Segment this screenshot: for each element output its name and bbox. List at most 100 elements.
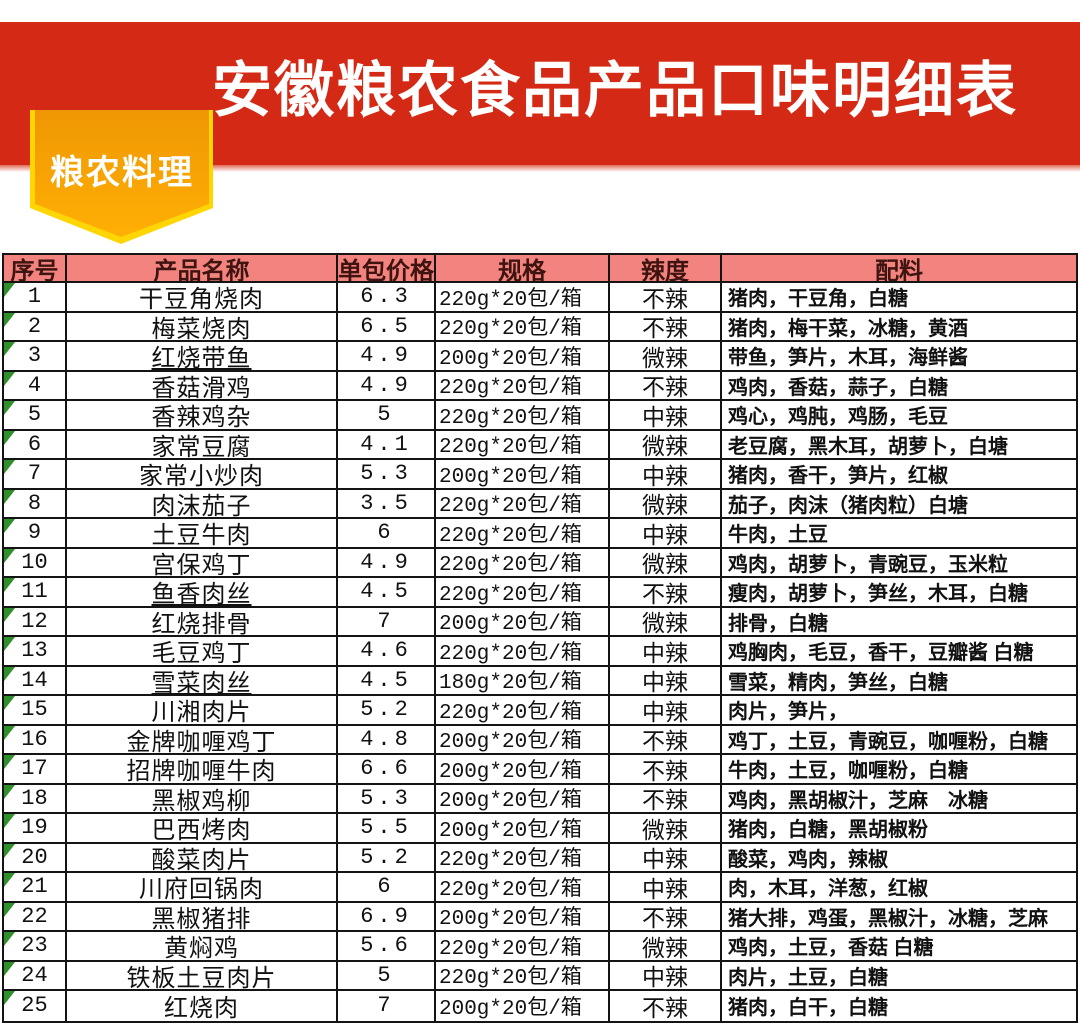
cell-row-number: 4 (4, 371, 67, 401)
cell-product-name: 红烧带鱼 (67, 342, 338, 372)
cell-spec: 200g*20包/箱 (436, 460, 610, 490)
cell-row-number: 2 (4, 312, 67, 342)
cell-ingredients: 肉，木耳，洋葱，红椒 (722, 873, 1076, 903)
cell-row-number: 21 (4, 873, 67, 903)
green-corner-triangle-icon (4, 961, 15, 976)
table-row: 9 土豆牛肉 6 220g*20包/箱 中辣 牛肉，土豆 (4, 519, 1076, 549)
cell-spicy-level: 不辣 (610, 725, 722, 755)
cell-spicy-level: 中辣 (610, 843, 722, 873)
green-corner-triangle-icon (4, 902, 15, 917)
cell-ingredients: 猪肉，白干，白糖 (728, 997, 888, 1020)
cell-spicy-level: 微辣 (610, 342, 722, 372)
table-row: 2 梅菜烧肉 6.5 220g*20包/箱 不辣 猪肉，梅干菜，冰糖，黄酒 (4, 312, 1076, 342)
cell-spicy-level: 不辣 (610, 902, 722, 932)
table-header-row: 序号 产品名称 单包价格 规格 辣度 配料 (4, 255, 1076, 283)
green-corner-triangle-icon (4, 430, 15, 445)
row-number-text: 16 (21, 726, 48, 752)
cell-spicy-level: 不辣 (610, 283, 722, 313)
cell-spec: 220g*20包/箱 (436, 312, 610, 342)
cell-product-name: 黑椒鸡柳 (67, 784, 338, 814)
cell-unit-price: 5 (338, 401, 436, 431)
table-row: 22 黑椒猪排 6.9 200g*20包/箱 不辣 猪大排，鸡蛋，黑椒汁，冰糖，芝麻 (4, 902, 1076, 932)
cell-product-name: 家常小炒肉 (67, 460, 338, 490)
row-number-text: 10 (21, 549, 48, 575)
cell-spec: 200g*20包/箱 (436, 902, 610, 932)
cell-spicy-level: 中辣 (610, 666, 722, 696)
table-header: 序号 产品名称 单包价格 规格 辣度 配料 (4, 255, 1076, 283)
cell-spicy-level: 中辣 (610, 519, 722, 549)
cell-spec: 220g*20包/箱 (436, 430, 610, 460)
cell-ingredients: 猪肉，梅干菜，冰糖，黄酒 (722, 313, 1076, 342)
cell-ingredients: 排骨，白糖 (722, 608, 1076, 637)
cell-spec: 220g*20包/箱 (436, 961, 610, 991)
cell-ingredients: 肉片，土豆，白糖 (722, 962, 1076, 991)
cell-spec: 200g*20包/箱 (436, 755, 610, 785)
table-row: 12 红烧排骨 7 200g*20包/箱 微辣 排骨，白糖 (4, 607, 1076, 637)
cell-spec: 200g*20包/箱 (436, 814, 610, 844)
header-cell-no: 序号 (4, 255, 67, 283)
cell-product-name: 雪菜肉丝 (67, 666, 338, 696)
header-cell-spec: 规格 (436, 255, 610, 283)
table-row: 14 雪菜肉丝 4.5 180g*20包/箱 中辣 雪菜，精肉，笋丝，白糖 (4, 666, 1076, 696)
row-number-text: 11 (21, 579, 48, 605)
row-number-text: 22 (21, 903, 48, 929)
cell-product-name: 酸菜肉片 (67, 843, 338, 873)
cell-spicy-level: 不辣 (610, 578, 722, 608)
cell-row-number: 8 (4, 489, 67, 519)
banner-bottom-fade (0, 165, 1080, 172)
cell-ingredients: 带鱼，笋片，木耳，海鲜酱 (722, 342, 1076, 372)
cell-product-name: 川湘肉片 (67, 696, 338, 726)
cell-unit-price: 4.9 (338, 548, 436, 578)
row-number-text: 19 (21, 815, 48, 841)
cell-product-name: 梅菜烧肉 (67, 312, 338, 342)
cell-product-name: 巴西烤肉 (67, 814, 338, 844)
cell-unit-price: 6.3 (338, 283, 436, 313)
row-number-text: 15 (21, 697, 48, 723)
table-row: 20 酸菜肉片 5.2 220g*20包/箱 中辣 酸菜，鸡肉，辣椒 (4, 843, 1076, 873)
cell-ingredients: 老豆腐，黑木耳，胡萝卜，白塘 (722, 431, 1076, 460)
row-number-text: 4 (27, 372, 42, 398)
cell-row-number: 11 (4, 578, 67, 608)
cell-row-number: 7 (4, 460, 67, 490)
cell-ingredients: 鸡丁，土豆，青豌豆，咖喱粉，白糖 (722, 726, 1076, 755)
cell-unit-price: 4.5 (338, 666, 436, 696)
cell-ingredients: 鸡肉，胡萝卜，青豌豆，玉米粒 (722, 549, 1076, 578)
cell-spec: 220g*20包/箱 (436, 371, 610, 401)
header-cell-price: 单包价格 (338, 255, 436, 283)
table-row: 15 川湘肉片 5.2 220g*20包/箱 中辣 肉片，笋片， (4, 696, 1076, 726)
cell-row-number: 1 (4, 283, 67, 313)
cell-spicy-level: 中辣 (610, 696, 722, 726)
row-number-text: 24 (21, 962, 48, 988)
cell-row-number: 19 (4, 814, 67, 844)
table-body: 1 干豆角烧肉 6.3 220g*20包/箱 不辣 猪肉，干豆角，白糖 2 梅菜烧肉 6.5 22… (4, 283, 1076, 1021)
cell-row-number: 5 (4, 401, 67, 431)
cell-spicy-level: 中辣 (610, 401, 722, 431)
cell-product-name: 干豆角烧肉 (67, 283, 338, 313)
cell-ingredients: 鸡肉，黑胡椒汁，芝麻 冰糖 (722, 785, 1076, 814)
cell-unit-price: 7 (338, 991, 436, 1021)
cell-product-name: 土豆牛肉 (67, 519, 338, 549)
cell-spec: 220g*20包/箱 (436, 873, 610, 903)
green-corner-triangle-icon (4, 991, 15, 1005)
header-cell-spicy: 辣度 (610, 255, 722, 283)
table-row: 16 金牌咖喱鸡丁 4.8 200g*20包/箱 不辣 鸡丁，土豆，青豌豆，咖喱粉，白糖 (4, 725, 1076, 755)
cell-spec: 220g*20包/箱 (436, 401, 610, 431)
cell-spec: 220g*20包/箱 (436, 548, 610, 578)
cell-row-number: 15 (4, 696, 67, 726)
header-cell-ingredients: 配料 (722, 255, 1076, 283)
ribbon-body-shape (35, 110, 209, 237)
cell-product-name: 香菇滑鸡 (67, 371, 338, 401)
green-corner-triangle-icon (4, 843, 15, 858)
row-number-text: 17 (21, 756, 48, 782)
cell-row-number: 9 (4, 519, 67, 549)
cell-spicy-level: 不辣 (610, 755, 722, 785)
cell-spicy-level: 不辣 (610, 784, 722, 814)
table-row: 7 家常小炒肉 5.3 200g*20包/箱 中辣 猪肉，香干，笋片，红椒 (4, 460, 1076, 490)
green-corner-triangle-icon (4, 371, 15, 386)
row-number-text: 20 (21, 844, 48, 870)
row-number-text: 13 (21, 638, 48, 664)
table-row: 10 宫保鸡丁 4.9 220g*20包/箱 微辣 鸡肉，胡萝卜，青豌豆，玉米粒 (4, 548, 1076, 578)
cell-row-number: 23 (4, 932, 67, 962)
cell-spicy-level: 微辣 (610, 932, 722, 962)
table-row: 17 招牌咖喱牛肉 6.6 200g*20包/箱 不辣 牛肉，土豆，咖喱粉，白糖 (4, 755, 1076, 785)
